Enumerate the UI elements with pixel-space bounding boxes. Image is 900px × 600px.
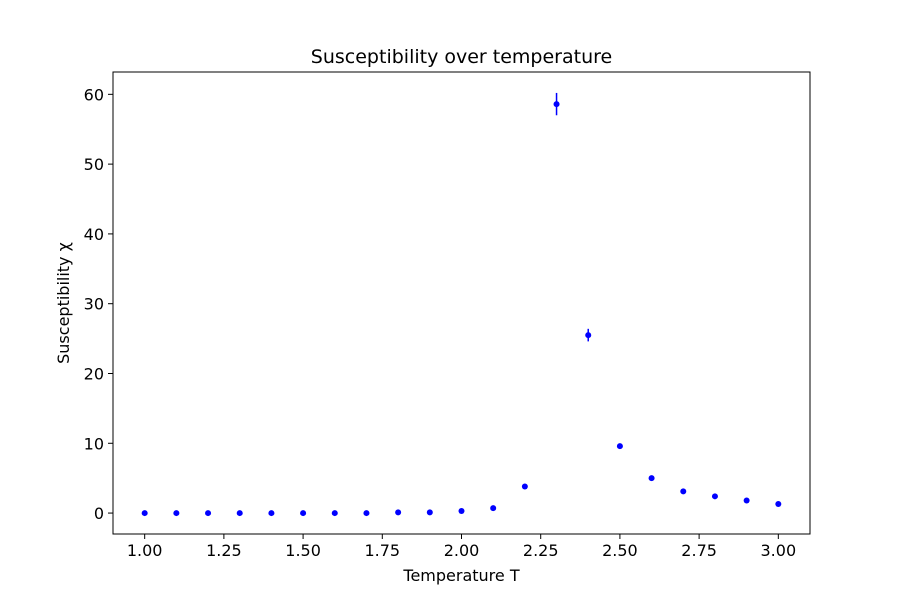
data-point [173,510,180,517]
data-point [395,509,402,516]
data-point [711,493,718,500]
data-point [458,507,465,514]
data-point [521,483,528,490]
x-axis-ticks: 1.00 1.25 1.50 1.75 2.00 2.25 2.50 2.75 3.00 [127,534,796,560]
data-point [680,488,687,495]
data-point [490,505,497,512]
data-point [553,101,560,108]
x-tick-label: 1.25 [206,541,242,560]
x-tick-label: 3.00 [761,541,797,560]
chart-title: Susceptibility over temperature [311,46,612,68]
x-tick-label: 1.75 [364,541,400,560]
y-tick-label: 40 [84,225,104,244]
data-point [300,510,307,517]
data-points [141,101,782,517]
data-point [268,510,275,517]
data-point [616,443,623,450]
y-tick-label: 30 [84,295,104,314]
x-tick-label: 2.50 [602,541,638,560]
x-tick-label: 2.00 [444,541,480,560]
data-point [236,510,243,517]
data-point [775,500,782,507]
x-tick-label: 1.50 [285,541,321,560]
x-tick-label: 2.25 [523,541,559,560]
data-point [331,510,338,517]
y-tick-label: 10 [84,434,104,453]
y-tick-label: 50 [84,155,104,174]
x-tick-label: 2.75 [681,541,717,560]
data-point [363,510,370,517]
y-axis-ticks: 0 10 20 30 40 50 60 [84,85,113,523]
y-tick-label: 60 [84,85,104,104]
x-axis-label: Temperature T [402,566,519,585]
y-tick-label: 0 [94,504,104,523]
x-tick-label: 1.00 [127,541,163,560]
data-point [141,510,148,517]
data-point [743,497,750,504]
data-point [648,475,655,482]
data-point [426,509,433,516]
y-axis-label: Susceptibility χ [54,242,73,364]
data-point [205,510,212,517]
y-tick-label: 20 [84,364,104,383]
data-point [585,332,592,339]
plot-area [112,71,811,535]
